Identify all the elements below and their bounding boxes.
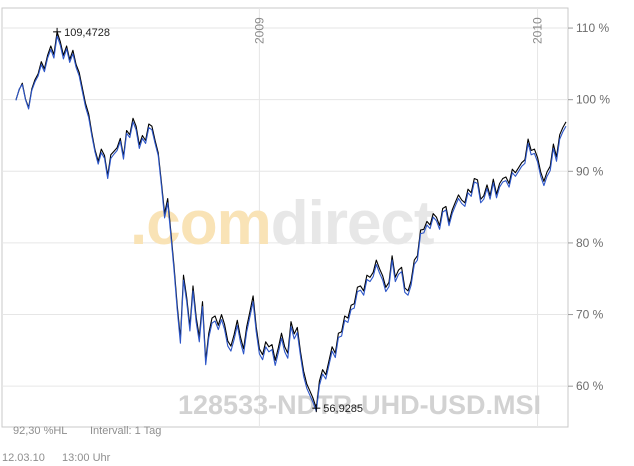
max-marker-label: 109,4728 — [64, 27, 110, 39]
year-labels: 2009 2010 — [252, 17, 544, 44]
series-layer — [15, 31, 567, 412]
y-axis: 60 % 70 % 80 % 90 % 100 % 110 % — [568, 21, 610, 393]
interval-label: Intervall: 1 Tag — [90, 425, 162, 437]
min-marker-label: 56,9285 — [323, 403, 363, 415]
year-label: 2010 — [531, 17, 545, 44]
plot-frame — [1, 7, 569, 428]
watermark-instrument-code: 128533-NDTR-UHD-USD.MSI — [178, 390, 541, 420]
grid — [2, 8, 568, 427]
y-tick-label: 60 % — [576, 379, 604, 393]
percent-hl: 92,30 %HL — [13, 425, 68, 437]
extreme-markers: 109,4728 56,9285 — [53, 27, 363, 415]
timestamp-time: 13:00 Uhr — [62, 452, 111, 464]
y-tick-label: 100 % — [576, 93, 610, 107]
timestamp-date: 12.03.10 — [2, 452, 45, 464]
svg-text:.comdirect: .comdirect — [130, 189, 434, 258]
y-tick-label: 90 % — [576, 164, 604, 178]
y-tick-label: 70 % — [576, 308, 604, 322]
watermark: .comdirect 128533-NDTR-UHD-USD.MSI — [130, 189, 541, 420]
series-line-2 — [15, 35, 567, 412]
y-tick-label: 80 % — [576, 236, 604, 250]
watermark-brand-prefix: .com — [130, 189, 271, 258]
y-tick-label: 110 % — [576, 21, 609, 35]
watermark-brand-suffix: direct — [271, 189, 434, 258]
year-label: 2009 — [252, 17, 266, 44]
